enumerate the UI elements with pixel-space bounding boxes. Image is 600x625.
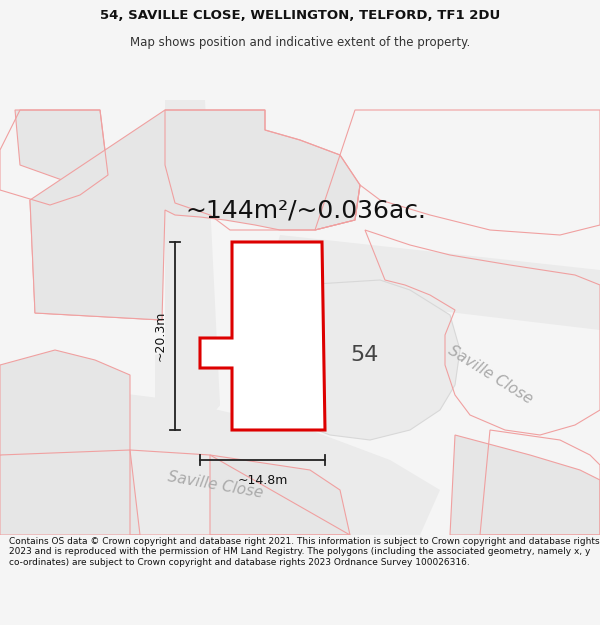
Polygon shape xyxy=(260,280,460,440)
Text: ~20.3m: ~20.3m xyxy=(154,311,167,361)
Text: 54: 54 xyxy=(350,345,379,365)
Polygon shape xyxy=(0,430,140,535)
Text: Map shows position and indicative extent of the property.: Map shows position and indicative extent… xyxy=(130,36,470,49)
Polygon shape xyxy=(0,390,440,535)
Polygon shape xyxy=(210,455,350,535)
Polygon shape xyxy=(0,350,130,455)
Text: Saville Close: Saville Close xyxy=(166,469,264,501)
Polygon shape xyxy=(200,242,325,430)
Text: Contains OS data © Crown copyright and database right 2021. This information is : Contains OS data © Crown copyright and d… xyxy=(9,537,599,567)
Polygon shape xyxy=(165,100,220,435)
Polygon shape xyxy=(270,235,600,330)
Text: ~14.8m: ~14.8m xyxy=(238,474,287,487)
Polygon shape xyxy=(450,435,600,535)
Text: ~144m²/~0.036ac.: ~144m²/~0.036ac. xyxy=(185,198,426,222)
Polygon shape xyxy=(30,200,162,320)
Text: 54, SAVILLE CLOSE, WELLINGTON, TELFORD, TF1 2DU: 54, SAVILLE CLOSE, WELLINGTON, TELFORD, … xyxy=(100,9,500,22)
Polygon shape xyxy=(15,110,108,190)
Polygon shape xyxy=(30,110,360,320)
Text: Saville Close: Saville Close xyxy=(445,343,535,407)
Polygon shape xyxy=(155,340,220,435)
